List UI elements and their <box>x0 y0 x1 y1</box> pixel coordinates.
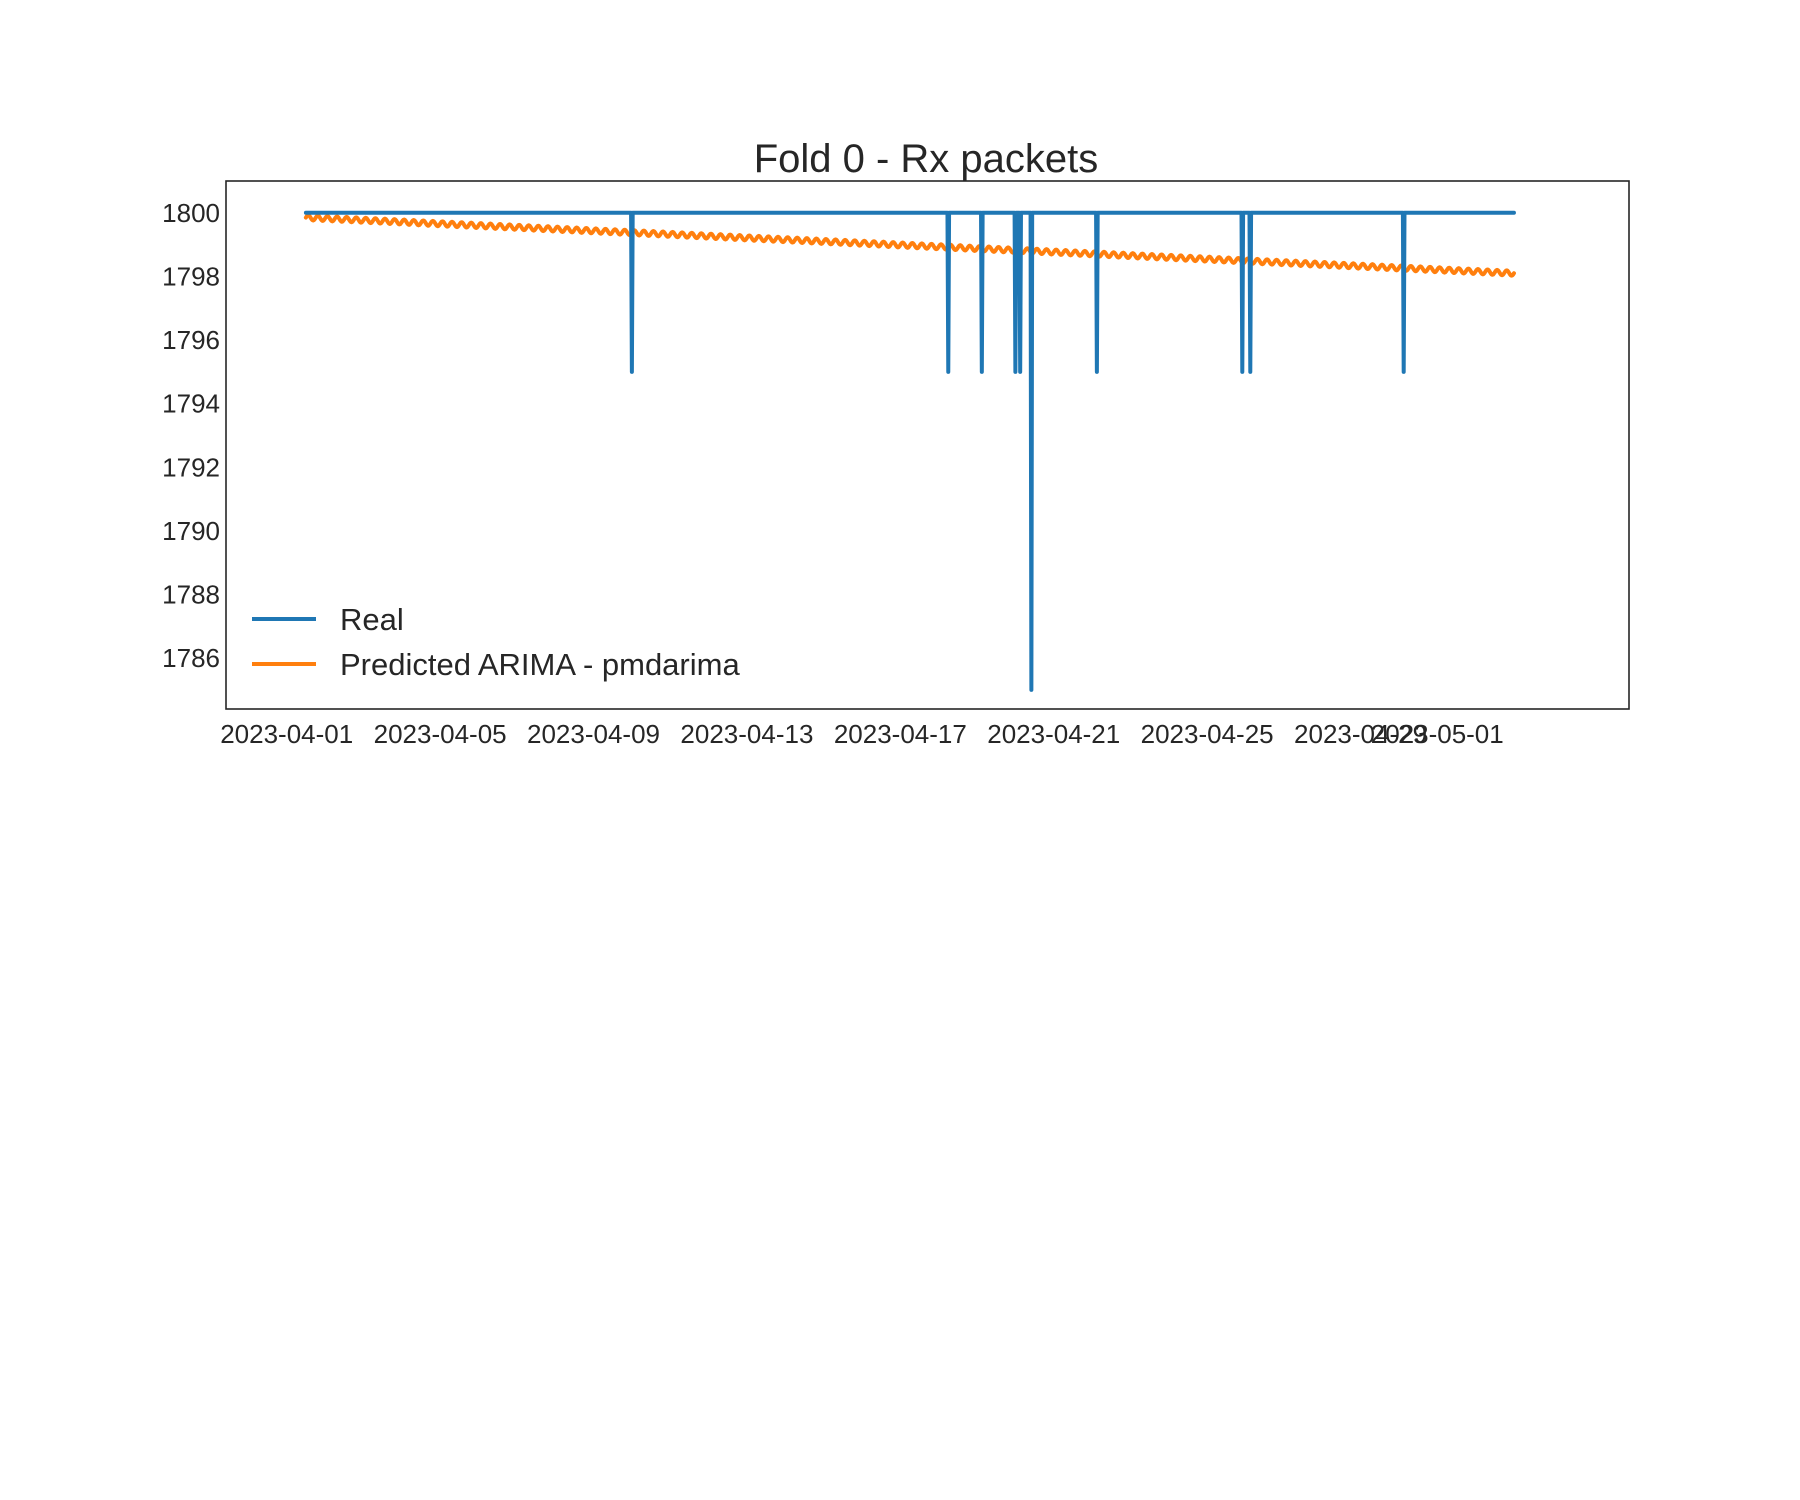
y-tick-label: 1792 <box>162 452 220 482</box>
chart-title: Fold 0 - Rx packets <box>754 137 1099 181</box>
series-line-real <box>306 213 1514 690</box>
y-tick-label: 1794 <box>162 389 220 419</box>
plot-area <box>306 213 1514 690</box>
y-tick-label: 1798 <box>162 261 220 291</box>
legend-label-predicted: Predicted ARIMA - pmdarima <box>340 647 740 682</box>
y-tick-label: 1790 <box>162 516 220 546</box>
x-axis-ticks: 2023-04-01 2023-04-05 2023-04-09 2023-04-13… <box>220 719 1504 749</box>
x-tick-label: 2023-05-01 <box>1371 719 1504 749</box>
x-tick-label: 2023-04-13 <box>680 719 813 749</box>
plot-frame <box>226 181 1629 709</box>
y-tick-label: 1796 <box>162 325 220 355</box>
y-tick-label: 1788 <box>162 579 220 609</box>
series-line-predicted <box>306 215 1514 276</box>
x-tick-label: 2023-04-05 <box>374 719 507 749</box>
x-tick-label: 2023-04-01 <box>220 719 353 749</box>
y-tick-label: 1800 <box>162 198 220 228</box>
x-tick-label: 2023-04-17 <box>834 719 967 749</box>
x-tick-label: 2023-04-09 <box>527 719 660 749</box>
y-axis-ticks: 1786 1788 1790 1792 1794 1796 1798 1800 <box>162 198 220 673</box>
legend-label-real: Real <box>340 602 404 637</box>
y-tick-label: 1786 <box>162 643 220 673</box>
legend: Real Predicted ARIMA - pmdarima <box>252 602 740 682</box>
x-tick-label: 2023-04-21 <box>987 719 1120 749</box>
x-tick-label: 2023-04-25 <box>1141 719 1274 749</box>
